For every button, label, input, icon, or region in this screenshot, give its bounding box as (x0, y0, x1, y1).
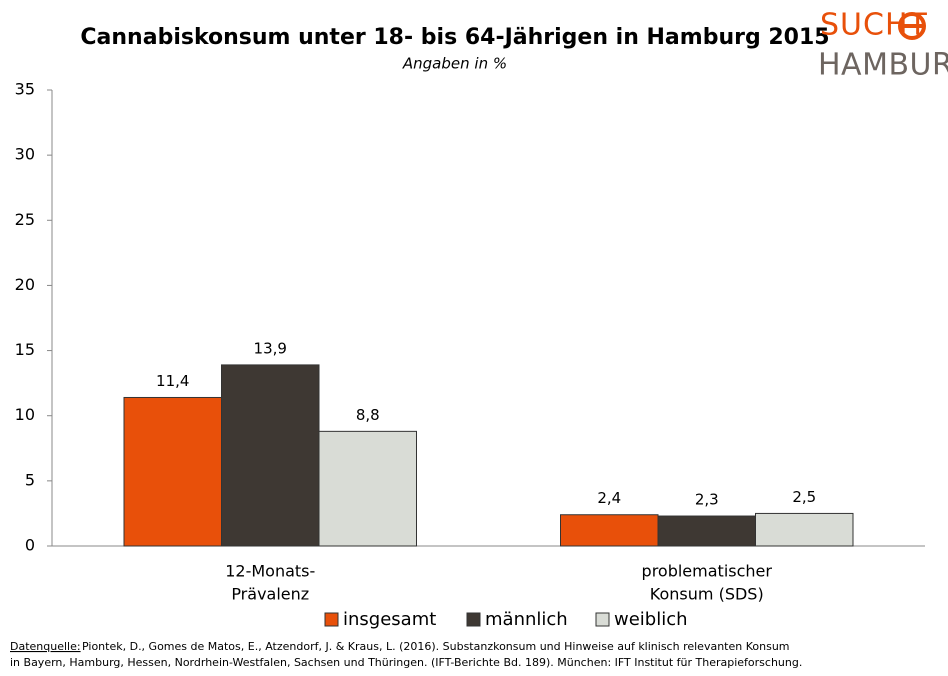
legend-swatch (466, 612, 481, 627)
source-label: Datenquelle: (10, 640, 81, 653)
legend-label: insgesamt (343, 609, 436, 630)
x-tick-label: Konsum (SDS) (650, 585, 764, 604)
x-tick-label: Prävalenz (231, 585, 309, 604)
bar (755, 512, 854, 547)
x-tick-label: 12-Monats- (225, 562, 315, 581)
bar (657, 515, 756, 547)
logo-bottom: HAMBURG (818, 48, 948, 83)
y-tick-label: 20 (15, 275, 35, 294)
legend-swatch (595, 612, 610, 627)
source-text: in Bayern, Hamburg, Hessen, Nordrhein-We… (10, 656, 802, 669)
bar (560, 514, 659, 547)
legend-label: männlich (485, 609, 568, 630)
y-tick-label: 25 (15, 210, 35, 229)
value-label: 2,4 (597, 489, 621, 507)
y-tick-label: 5 (25, 470, 35, 489)
bar (123, 396, 222, 547)
y-tick-label: 0 (25, 536, 35, 555)
bar (221, 364, 320, 547)
value-label: 2,3 (695, 491, 719, 509)
legend-label: weiblich (614, 609, 688, 630)
value-label: 2,5 (792, 488, 816, 506)
chart-subtitle: Angaben in % (402, 55, 507, 73)
value-label: 11,4 (156, 372, 189, 390)
chart-title: Cannabiskonsum unter 18- bis 64-Jährigen… (80, 25, 829, 50)
value-label: 13,9 (254, 339, 287, 357)
y-tick-label: 35 (15, 80, 35, 99)
source-text: Piontek, D., Gomes de Matos, E., Atzendo… (82, 640, 790, 653)
y-tick-label: 10 (15, 405, 35, 424)
y-tick-label: 15 (15, 340, 35, 359)
y-tick-label: 30 (15, 145, 35, 164)
bar (318, 430, 417, 547)
legend-swatch (324, 612, 339, 627)
value-label: 8,8 (356, 406, 380, 424)
x-tick-label: problematischer (642, 562, 773, 581)
